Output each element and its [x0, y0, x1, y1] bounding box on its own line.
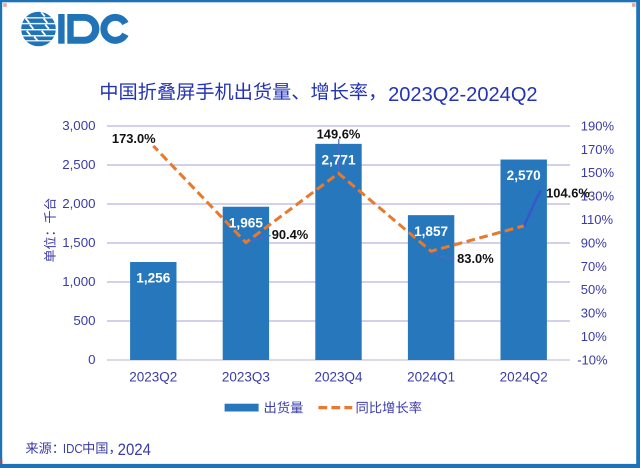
svg-text:2023Q4: 2023Q4: [314, 369, 363, 384]
svg-text:83.0%: 83.0%: [457, 251, 494, 266]
svg-text:2023Q2: 2023Q2: [129, 369, 177, 384]
svg-text:50%: 50%: [581, 282, 607, 297]
svg-text:0: 0: [88, 352, 95, 367]
svg-text:90%: 90%: [581, 235, 607, 250]
svg-text:149.6%: 149.6%: [317, 126, 361, 141]
svg-text:-10%: -10%: [577, 352, 608, 367]
svg-text:1,500: 1,500: [62, 235, 95, 250]
svg-text:2024Q2: 2024Q2: [500, 369, 548, 384]
svg-text:500: 500: [73, 313, 95, 328]
svg-text:IDC: IDC: [63, 441, 83, 456]
svg-text:2023Q2-2024Q2: 2023Q2-2024Q2: [388, 83, 537, 106]
svg-text:1,965: 1,965: [229, 215, 263, 230]
svg-text:110%: 110%: [581, 212, 614, 227]
svg-text:130%: 130%: [581, 189, 615, 204]
svg-text:3,000: 3,000: [62, 118, 95, 133]
svg-text:70%: 70%: [581, 259, 607, 274]
svg-text:2,570: 2,570: [507, 168, 541, 183]
svg-text:173.0%: 173.0%: [112, 131, 156, 146]
svg-text:2,000: 2,000: [62, 196, 95, 211]
svg-text:2,500: 2,500: [62, 157, 95, 172]
svg-text:150%: 150%: [581, 165, 615, 180]
svg-text:104.6%: 104.6%: [546, 185, 590, 200]
svg-text:170%: 170%: [581, 142, 615, 157]
svg-text:1,000: 1,000: [62, 274, 95, 289]
svg-text:2,771: 2,771: [321, 153, 355, 168]
svg-text:190%: 190%: [581, 118, 615, 133]
svg-text:2023Q3: 2023Q3: [222, 369, 270, 384]
svg-text:30%: 30%: [581, 306, 607, 321]
svg-text:1,256: 1,256: [136, 271, 170, 286]
svg-text:10%: 10%: [581, 329, 607, 344]
svg-text:2024Q1: 2024Q1: [407, 369, 455, 384]
svg-text:1,857: 1,857: [414, 224, 448, 239]
svg-text:90.4%: 90.4%: [272, 227, 309, 242]
svg-text:2024: 2024: [118, 441, 151, 459]
